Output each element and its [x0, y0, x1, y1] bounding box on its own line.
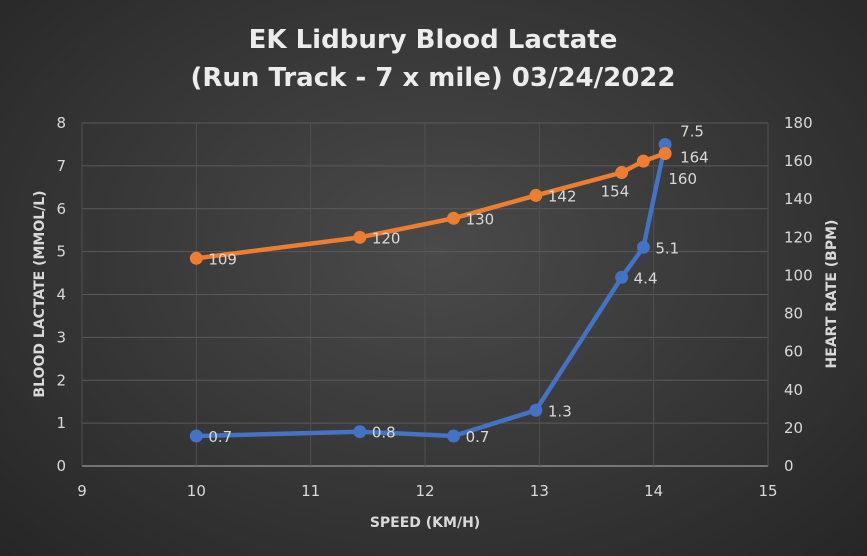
y-tick-label: 8 — [56, 114, 66, 132]
series-layer: 0.7 0.8 0.7 1.3 4.4 5.1 7.5 109 120 130 142 154 160 1… — [189, 122, 709, 446]
data-point — [189, 251, 203, 265]
y-tick-label: 7 — [56, 157, 66, 175]
y-tick-label: 4 — [56, 286, 66, 304]
y-tick-label: 3 — [56, 328, 66, 346]
data-point — [529, 403, 543, 417]
data-point — [636, 240, 650, 254]
data-point — [615, 166, 629, 180]
x-tick-label: 14 — [644, 482, 663, 500]
x-tick-label: 9 — [77, 482, 87, 500]
data-label: 4.4 — [634, 269, 658, 287]
data-point — [529, 188, 543, 202]
data-label: 1.3 — [548, 402, 572, 420]
series-line-heart-rate — [196, 151, 666, 261]
series-line-lactate — [196, 143, 668, 439]
chart-title-line-2: (Run Track - 7 x mile) 03/24/2022 — [191, 63, 676, 93]
y2-tick-label: 40 — [784, 381, 803, 399]
data-point — [658, 146, 672, 160]
data-label: 109 — [208, 250, 237, 268]
data-point — [447, 429, 461, 443]
data-point — [447, 211, 461, 225]
y2-tick-label: 160 — [784, 152, 813, 170]
y2-tick-label: 120 — [784, 228, 813, 246]
y2-tick-label: 0 — [784, 457, 794, 475]
data-label: 5.1 — [655, 239, 679, 257]
x-tick-label: 15 — [758, 482, 777, 500]
x-tick-label: 12 — [415, 482, 434, 500]
data-point — [353, 425, 367, 439]
data-point — [658, 137, 672, 151]
data-label: 120 — [372, 229, 401, 247]
y-axis-label: BLOOD LACTATE (MMOL/L) — [32, 190, 48, 397]
data-label: 0.7 — [208, 428, 232, 446]
data-point — [636, 154, 650, 168]
y2-tick-label: 100 — [784, 266, 813, 284]
y2-tick-label: 60 — [784, 343, 803, 361]
y2-tick-label: 180 — [784, 114, 813, 132]
data-label: 0.7 — [466, 428, 490, 446]
y2-tick-label: 140 — [784, 190, 813, 208]
x-tick-label: 11 — [301, 482, 320, 500]
y-tick-label: 2 — [56, 371, 66, 389]
y-tick-label: 5 — [56, 243, 66, 261]
y2-axis-label: HEART RATE (BPM) — [824, 220, 840, 369]
data-point — [353, 230, 367, 244]
data-label: 142 — [548, 187, 577, 205]
x-axis-label: SPEED (KM/H) — [370, 515, 480, 531]
x-tick-label: 10 — [187, 482, 206, 500]
y2-tick-label: 80 — [784, 305, 803, 323]
data-label: 7.5 — [680, 122, 704, 140]
data-label: 154 — [601, 183, 630, 201]
gridlines — [81, 122, 769, 467]
data-point — [189, 429, 203, 443]
y-tick-label: 1 — [56, 414, 66, 432]
data-label: 164 — [680, 148, 709, 166]
chart-title-line-1: EK Lidbury Blood Lactate — [249, 25, 618, 55]
data-label: 0.8 — [372, 424, 396, 442]
x-tick-label: 13 — [530, 482, 549, 500]
data-label: 160 — [668, 170, 697, 188]
y2-tick-label: 20 — [784, 419, 803, 437]
data-point — [615, 270, 629, 284]
y-tick-label: 0 — [56, 457, 66, 475]
data-label: 130 — [466, 210, 495, 228]
y-tick-label: 6 — [56, 200, 66, 218]
